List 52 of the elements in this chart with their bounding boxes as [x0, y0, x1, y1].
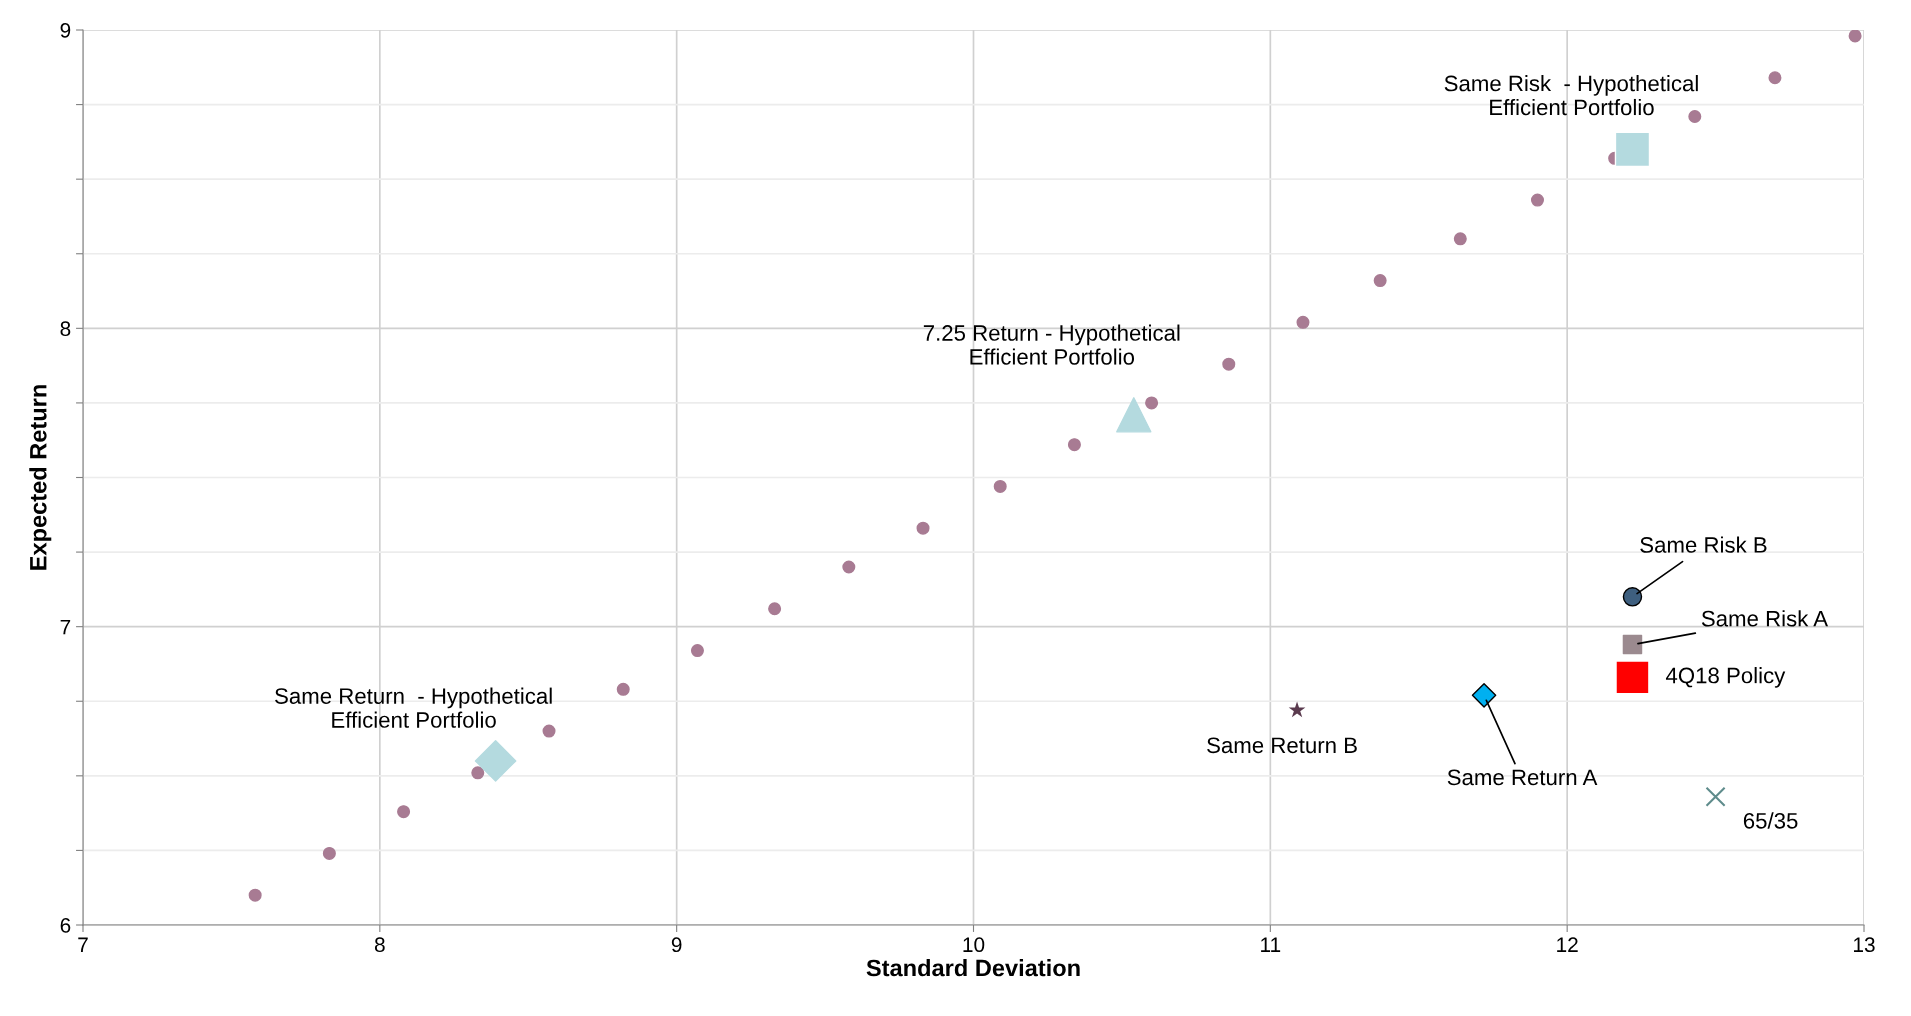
x-tick-label: 11 — [1261, 937, 1281, 952]
point — [397, 805, 411, 819]
y-axis-title: Expected Return — [29, 385, 52, 570]
text: Same Risk - Hypothetical Efficient Portfolio — [1444, 75, 1698, 116]
point — [1768, 71, 1782, 85]
x-tick-label: 13 — [1854, 937, 1875, 953]
point — [768, 602, 782, 616]
point — [1116, 397, 1152, 433]
point — [248, 888, 262, 902]
text: Same Risk A — [1701, 610, 1829, 627]
point — [1688, 110, 1702, 124]
series-label: Same Return B — [1207, 737, 1357, 754]
point — [1296, 315, 1310, 329]
point — [1453, 232, 1467, 246]
point — [322, 846, 336, 860]
point — [842, 560, 856, 574]
point — [1373, 274, 1387, 288]
y-tick-label: 8 — [60, 321, 71, 337]
x-axis-title: Standard Deviation — [866, 959, 1080, 977]
point — [690, 644, 704, 658]
point — [471, 766, 485, 780]
text: Same Return - Hypothetical Efficient Portfolio — [275, 687, 552, 728]
point — [1614, 131, 1651, 168]
point — [1471, 682, 1497, 708]
text: Same Return A — [1447, 769, 1598, 786]
series-label: 65/35 — [1743, 812, 1798, 829]
x-tick-label: 9 — [671, 937, 682, 953]
point — [1222, 357, 1236, 371]
x-tick-label: 8 — [374, 937, 385, 953]
point — [1705, 786, 1726, 807]
point — [1145, 396, 1159, 410]
x-tick-label: 7 — [78, 937, 88, 952]
x-tick-label: 12 — [1557, 937, 1578, 952]
point — [993, 479, 1007, 493]
y-tick-label: 6 — [60, 918, 71, 933]
y-tick-label: 7 — [60, 619, 71, 635]
point — [1848, 30, 1862, 43]
point — [542, 724, 556, 738]
text: 7.25 Return - Hypothetical Efficient Portfolio — [923, 324, 1180, 365]
point — [1067, 438, 1081, 452]
point — [474, 740, 517, 782]
series-label: Same Risk B — [1640, 536, 1767, 553]
point — [916, 521, 930, 535]
series-label: 4Q18 Policy — [1665, 667, 1786, 688]
y-tick-label: 9 — [60, 23, 71, 38]
point — [1622, 634, 1643, 655]
point — [1530, 193, 1544, 207]
point — [616, 682, 630, 696]
point — [1622, 587, 1643, 607]
point — [1288, 701, 1306, 718]
x-tick-label: 10 — [963, 937, 985, 953]
point — [1615, 660, 1650, 695]
